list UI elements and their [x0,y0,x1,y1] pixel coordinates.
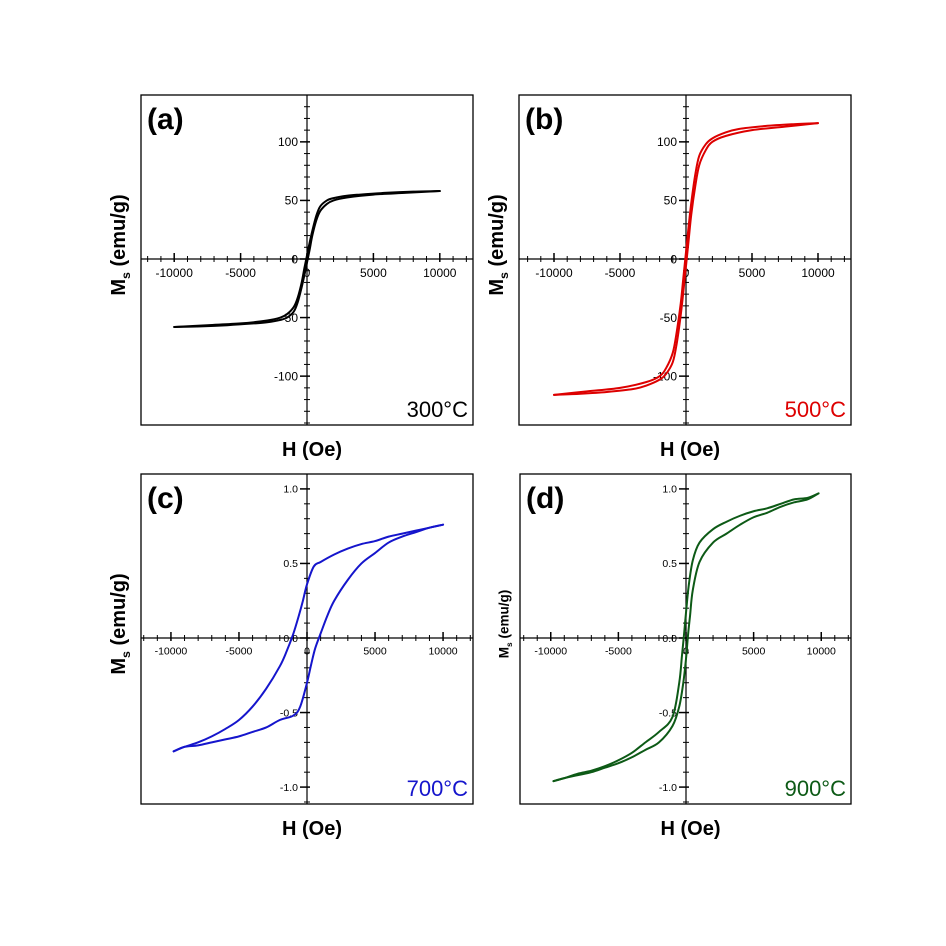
y-axis-title-unit: (emu/g) [486,194,508,272]
y-tick-label: 100 [278,135,298,149]
x-tick-label: 10000 [801,266,835,280]
x-tick-label: -5000 [226,646,253,658]
hysteresis-descending-branch [172,523,445,753]
panel-label: (c) [147,482,184,515]
y-tick-label: 50 [285,194,299,208]
y-tick-label: -100 [274,369,298,383]
curves [172,523,445,753]
y-axis-title: Ms (emu/g) [497,590,514,658]
x-axis-title: H (Oe) [282,818,342,840]
panel-c: -10000 -5000 0 5000 10000-1.0-0.50.00.51.0 (… [108,473,474,840]
panel-d: -10000 -5000 0 5000 10000-1.0-0.50.00.51.0 (… [497,473,852,840]
y-axis-title-main: M [486,279,508,296]
y-tick-label: -1.0 [659,782,677,794]
hysteresis-descending-branch [552,492,820,783]
y-axis-title-unit: (emu/g) [108,573,130,651]
x-tick-label: 0 [304,266,311,280]
x-tick-label: 10000 [423,266,457,280]
temperature-label: 500°C [785,397,847,422]
y-tick-label: 0.5 [283,558,298,570]
y-tick-label: 50 [664,194,678,208]
x-tick-label: -10000 [156,266,194,280]
y-axis-title-subscript: s [119,272,133,279]
y-axis-title-unit: (emu/g) [108,194,130,272]
y-tick-label: 0.0 [662,633,677,645]
y-axis-title-subscript: s [119,651,133,658]
y-axis-title: Ms (emu/g) [108,573,133,674]
x-tick-label: 5000 [363,646,387,658]
x-tick-label: 5000 [742,646,766,658]
x-tick-label: 10000 [807,646,836,658]
x-axis-title: H (Oe) [282,439,342,461]
hysteresis-ascending-branch [172,523,445,753]
hysteresis-ascending-branch [553,122,819,396]
x-axis-title: H (Oe) [660,439,720,461]
x-axis-title: H (Oe) [661,818,721,840]
y-tick-label: 0 [291,252,298,266]
y-axis-title-subscript: s [497,272,511,279]
y-axis-title-main: M [497,647,512,658]
y-axis-title: Ms (emu/g) [486,194,511,295]
x-tick-label: -5000 [605,646,632,658]
axes: -10000 -5000 0 5000 10000-1.0-0.50.00.51.0 [141,474,473,804]
x-tick-label: -10000 [534,646,567,658]
panel-label: (b) [525,103,563,136]
y-axis-title-unit: (emu/g) [497,590,512,643]
x-tick-label: 0 [304,646,310,658]
curves [173,190,441,328]
y-tick-label: 100 [657,135,677,149]
y-tick-label: 0.5 [662,558,677,570]
y-axis-title-main: M [108,658,130,675]
hysteresis-ascending-branch [552,492,820,783]
y-tick-label: -1.0 [280,782,298,794]
x-tick-label: -10000 [155,646,188,658]
y-tick-label: 1.0 [662,484,677,496]
panel-frame [518,94,852,426]
temperature-label: 900°C [785,776,847,801]
y-tick-label: -50 [660,311,678,325]
panel-label: (a) [147,103,184,136]
curves [553,122,819,396]
x-tick-label: -5000 [605,266,636,280]
y-tick-label: 0 [670,252,677,266]
curves [552,492,820,783]
y-axis-title-main: M [108,279,130,296]
x-tick-label: -10000 [535,266,573,280]
x-tick-label: 5000 [739,266,766,280]
x-tick-label: 5000 [360,266,387,280]
hysteresis-descending-branch [553,122,819,396]
y-tick-label: 1.0 [283,484,298,496]
x-tick-label: -5000 [225,266,256,280]
temperature-label: 700°C [407,776,469,801]
panel-label: (d) [526,482,564,515]
y-axis-title: Ms (emu/g) [108,194,133,295]
hysteresis-ascending-branch [173,190,441,328]
hysteresis-descending-branch [173,190,441,328]
temperature-label: 300°C [407,397,469,422]
axes: -10000 -5000 0 5000 10000-1.0-0.50.00.51.0 [520,474,851,804]
x-tick-label: 10000 [428,646,457,658]
y-axis-title-subscript: s [504,642,514,647]
